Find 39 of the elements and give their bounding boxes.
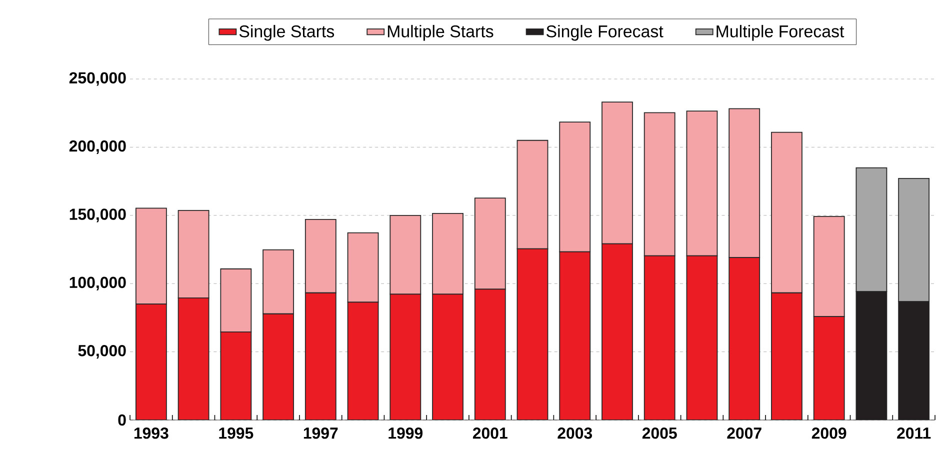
y-tick-label: 250,000 — [69, 72, 126, 86]
y-tick-label: 50,000 — [78, 345, 126, 359]
bar — [135, 304, 167, 420]
legend-label: Multiple Starts — [388, 24, 494, 41]
x-tick-label: 2007 — [727, 428, 762, 439]
bar — [262, 313, 294, 420]
x-tick-label: 2009 — [812, 428, 846, 439]
bar — [771, 292, 802, 420]
legend-label: Single Starts — [239, 24, 334, 41]
bar — [728, 257, 760, 420]
bar — [262, 249, 294, 314]
x-tick-label: 1999 — [388, 428, 423, 439]
x-tick-label: 1993 — [134, 428, 168, 439]
x-tick-label: 1997 — [304, 428, 338, 439]
x-tick-label: 2001 — [472, 428, 508, 439]
x-tick-label: 1995 — [219, 428, 254, 439]
x-tick-label: 2003 — [558, 428, 592, 439]
bar — [644, 255, 676, 420]
bar — [390, 294, 422, 420]
y-tick-label: 150,000 — [70, 208, 126, 222]
bar — [813, 316, 845, 420]
y-tick-label: 100,000 — [70, 276, 126, 290]
bar — [178, 297, 210, 420]
bar — [220, 331, 252, 420]
bar — [559, 251, 591, 420]
bar — [686, 255, 718, 420]
y-tick-label: 0 — [118, 414, 126, 426]
bar — [347, 302, 379, 420]
legend-label: Multiple Forecast — [716, 24, 844, 41]
bar — [516, 248, 548, 420]
bar — [432, 294, 464, 420]
bar — [220, 268, 252, 332]
bar — [474, 288, 506, 420]
x-tick-label: 2011 — [897, 428, 931, 439]
bar — [304, 292, 336, 420]
y-tick-label: 200,000 — [69, 140, 126, 154]
legend-label: Single Forecast — [546, 24, 664, 41]
x-tick-label: 2005 — [642, 428, 677, 439]
bar — [602, 243, 633, 420]
